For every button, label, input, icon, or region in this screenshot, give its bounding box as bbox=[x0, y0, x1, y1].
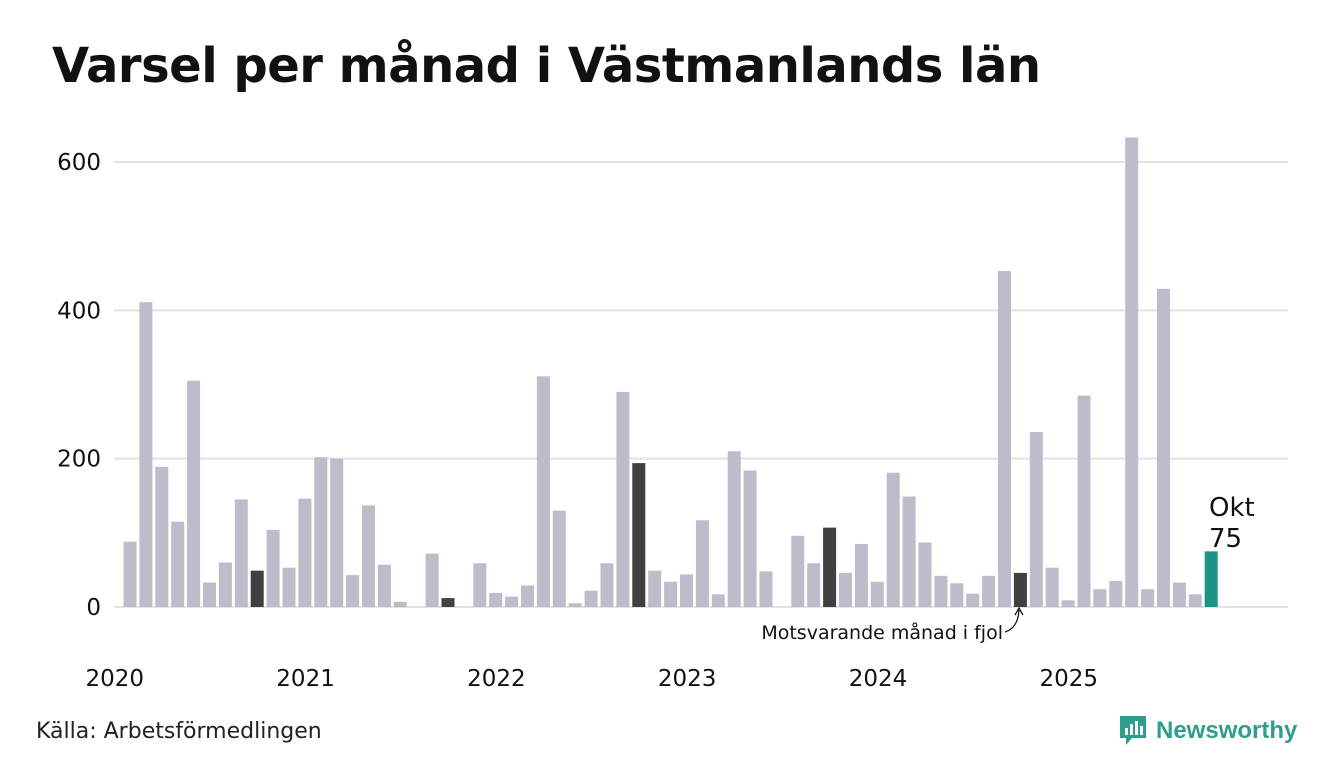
bar bbox=[1109, 581, 1123, 607]
bar-same-month-last-year bbox=[441, 598, 455, 607]
bar bbox=[664, 581, 678, 607]
bar bbox=[393, 601, 407, 607]
chart-title: Varsel per månad i Västmanlands län bbox=[52, 38, 1041, 94]
newsworthy-logo-icon bbox=[1120, 716, 1146, 745]
bar bbox=[600, 563, 614, 607]
bar bbox=[171, 521, 185, 607]
last-year-annotation: Motsvarande månad i fjol bbox=[761, 621, 1003, 644]
bar bbox=[473, 563, 487, 607]
y-tick-label: 400 bbox=[57, 298, 101, 324]
bar-same-month-last-year bbox=[632, 463, 646, 607]
bar bbox=[155, 466, 169, 607]
bar bbox=[743, 470, 757, 607]
bar bbox=[934, 575, 948, 607]
bar-same-month-last-year bbox=[250, 570, 264, 607]
source-text: Källa: Arbetsförmedlingen bbox=[36, 719, 322, 744]
x-year-label: 2022 bbox=[467, 666, 526, 692]
bar bbox=[234, 499, 248, 607]
bar bbox=[1188, 594, 1202, 607]
annotation-arrowhead bbox=[1014, 606, 1024, 616]
bar bbox=[1077, 395, 1091, 607]
annotations: Okt 75 Motsvarande månad i fjol bbox=[761, 493, 1254, 644]
y-tick-label: 0 bbox=[86, 595, 101, 621]
bar bbox=[282, 567, 296, 607]
bar bbox=[902, 496, 916, 607]
bar bbox=[123, 541, 137, 607]
current-value-label: 75 bbox=[1209, 524, 1242, 554]
bar bbox=[966, 593, 980, 607]
bar bbox=[346, 575, 360, 607]
bar-current-month bbox=[1204, 551, 1218, 607]
bar bbox=[839, 572, 852, 607]
bar bbox=[584, 590, 598, 607]
bar bbox=[552, 510, 566, 607]
bar bbox=[330, 458, 344, 607]
bar bbox=[1029, 431, 1043, 607]
bar bbox=[1172, 582, 1186, 607]
bars bbox=[123, 137, 1218, 607]
bar bbox=[1093, 589, 1107, 607]
bar bbox=[377, 564, 391, 607]
bar bbox=[218, 562, 232, 607]
x-year-label: 2021 bbox=[276, 666, 335, 692]
bar bbox=[298, 498, 312, 607]
bar bbox=[536, 376, 550, 607]
bar-same-month-last-year bbox=[823, 527, 837, 607]
bar bbox=[568, 603, 582, 607]
x-year-label: 2024 bbox=[849, 666, 908, 692]
bar bbox=[807, 563, 821, 607]
bar bbox=[886, 472, 900, 607]
bar bbox=[505, 596, 519, 607]
bar bbox=[187, 380, 201, 607]
bar bbox=[616, 391, 630, 607]
bar bbox=[266, 529, 280, 607]
bar bbox=[314, 457, 328, 607]
current-month-label: Okt bbox=[1209, 493, 1255, 523]
x-year-label: 2023 bbox=[658, 666, 717, 692]
bar bbox=[711, 594, 725, 607]
bar bbox=[998, 271, 1011, 607]
y-axis-labels: 0 200 400 600 bbox=[57, 150, 101, 621]
bar bbox=[362, 505, 375, 607]
bar bbox=[425, 553, 439, 607]
brand-logo: Newsworthy bbox=[1118, 714, 1297, 748]
bar bbox=[950, 583, 964, 607]
bar bbox=[1141, 589, 1155, 607]
bar bbox=[727, 451, 741, 607]
bar bbox=[139, 302, 153, 607]
bar bbox=[870, 581, 884, 607]
bar bbox=[854, 543, 868, 607]
bar bbox=[1061, 600, 1075, 607]
bar bbox=[648, 570, 662, 607]
bar bbox=[759, 571, 773, 607]
brand-name: Newsworthy bbox=[1156, 717, 1298, 744]
annotation-arrow bbox=[1004, 609, 1020, 633]
bar bbox=[1125, 137, 1139, 607]
y-tick-label: 200 bbox=[57, 447, 101, 473]
bar bbox=[695, 520, 709, 607]
bar bbox=[680, 574, 693, 607]
bar bbox=[1157, 288, 1170, 607]
bar bbox=[521, 585, 534, 607]
bar bbox=[982, 575, 996, 607]
y-tick-label: 600 bbox=[57, 150, 101, 176]
x-year-label: 2025 bbox=[1040, 666, 1099, 692]
bar bbox=[918, 542, 932, 607]
x-axis-labels: 2020 2021 2022 2023 2024 2025 bbox=[86, 666, 1099, 692]
x-year-label: 2020 bbox=[86, 666, 145, 692]
bar bbox=[203, 582, 216, 607]
bar bbox=[1045, 567, 1059, 607]
bar bbox=[791, 535, 805, 607]
bar-same-month-last-year bbox=[1013, 572, 1027, 607]
bar bbox=[489, 592, 503, 607]
